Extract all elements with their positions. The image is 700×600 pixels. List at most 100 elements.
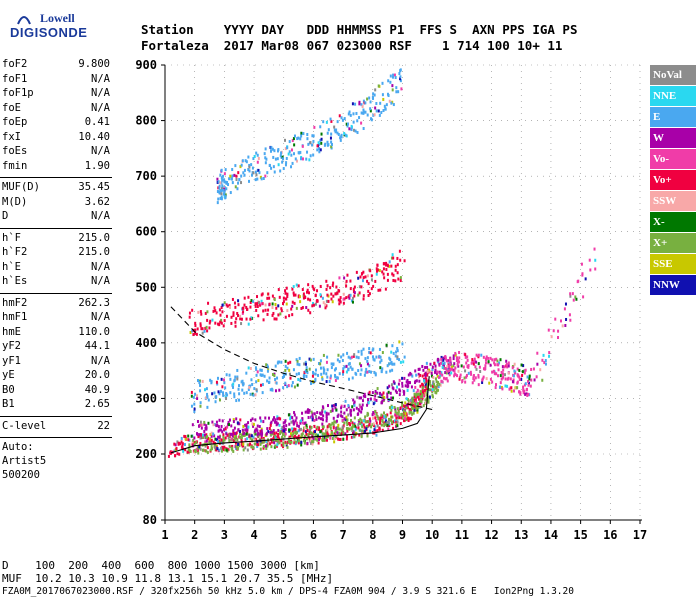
data-point <box>426 373 429 377</box>
data-point <box>240 436 243 440</box>
data-point <box>298 428 301 432</box>
data-point <box>362 394 365 398</box>
data-point <box>218 448 221 452</box>
parameter-row: foF1 N/A <box>2 73 110 88</box>
data-point <box>309 311 312 315</box>
data-point <box>294 427 297 431</box>
parameter-name: fxI <box>2 130 21 143</box>
data-point <box>250 173 253 177</box>
data-point <box>472 362 475 366</box>
data-point <box>385 263 388 267</box>
data-point <box>470 372 473 376</box>
data-point <box>220 192 223 196</box>
data-point <box>330 142 333 146</box>
data-point <box>337 288 340 292</box>
data-point <box>294 293 297 297</box>
data-point <box>244 428 247 432</box>
data-point <box>212 423 215 427</box>
data-point <box>410 373 413 377</box>
data-point <box>263 152 266 156</box>
data-point <box>257 168 260 172</box>
data-point <box>221 310 224 314</box>
data-point <box>243 431 246 435</box>
data-point <box>356 131 359 135</box>
data-point <box>216 177 219 181</box>
data-point <box>259 416 262 420</box>
data-point <box>350 128 353 132</box>
data-point <box>388 264 391 268</box>
data-point <box>335 128 338 132</box>
data-point <box>286 294 289 298</box>
data-point <box>321 425 324 429</box>
data-point <box>410 398 413 402</box>
data-point <box>442 358 445 362</box>
parameter-panel: foF2 9.800 foF1 N/A foF1p N/A foE N/A foEp 0.41 fx… <box>0 58 112 483</box>
data-point <box>215 420 218 424</box>
data-point <box>222 174 225 178</box>
data-point <box>286 292 289 296</box>
data-point <box>394 268 397 272</box>
data-point <box>379 101 382 105</box>
data-point <box>220 424 223 428</box>
data-point <box>254 418 257 422</box>
data-point <box>247 421 250 425</box>
data-point <box>249 392 252 396</box>
data-point <box>235 417 238 421</box>
data-point <box>386 364 389 368</box>
data-point <box>330 119 333 123</box>
data-point <box>214 445 217 449</box>
data-point <box>362 108 365 112</box>
data-point <box>314 294 317 298</box>
data-point <box>385 103 388 107</box>
header-labels: Station YYYY DAY DDD HHMMSS P1 FFS S AXN… <box>141 22 578 37</box>
data-point <box>361 429 364 433</box>
data-point <box>245 429 248 433</box>
data-point <box>292 291 295 295</box>
data-point <box>408 381 411 385</box>
data-point <box>329 286 332 290</box>
data-point <box>445 359 448 363</box>
data-point <box>248 386 251 390</box>
data-point <box>426 370 429 374</box>
data-point <box>296 359 299 363</box>
data-point <box>406 406 409 410</box>
data-point <box>371 413 374 417</box>
data-point <box>233 301 236 305</box>
parameter-row: h`E N/A <box>2 261 110 276</box>
data-point <box>397 382 400 386</box>
data-point <box>366 359 369 363</box>
data-point <box>383 415 386 419</box>
parameter-value: 9.800 <box>78 58 110 70</box>
data-point <box>199 433 202 437</box>
data-point <box>231 446 234 450</box>
data-point <box>292 432 295 436</box>
data-point <box>389 358 392 362</box>
data-point <box>295 431 298 435</box>
data-point <box>374 106 377 110</box>
data-point <box>196 327 199 331</box>
data-point <box>325 372 328 376</box>
data-point <box>255 438 258 442</box>
data-point <box>313 430 316 434</box>
data-point <box>237 299 240 303</box>
data-point <box>535 375 538 379</box>
data-point <box>248 163 251 167</box>
data-point <box>406 382 409 386</box>
data-point <box>290 148 293 152</box>
data-point <box>209 378 212 382</box>
footer-distance-muf: D 100 200 400 600 800 1000 1500 3000 [km… <box>2 559 320 572</box>
data-point <box>258 300 261 304</box>
data-point <box>318 437 321 441</box>
data-point <box>308 428 311 432</box>
data-point <box>325 360 328 364</box>
data-point <box>288 368 291 372</box>
data-point <box>297 377 300 381</box>
data-point <box>229 174 232 178</box>
data-point <box>464 380 467 384</box>
data-point <box>278 423 281 427</box>
data-point <box>398 72 401 76</box>
data-point <box>440 371 443 375</box>
data-point <box>374 88 377 92</box>
data-point <box>351 421 354 425</box>
data-point <box>238 444 241 448</box>
